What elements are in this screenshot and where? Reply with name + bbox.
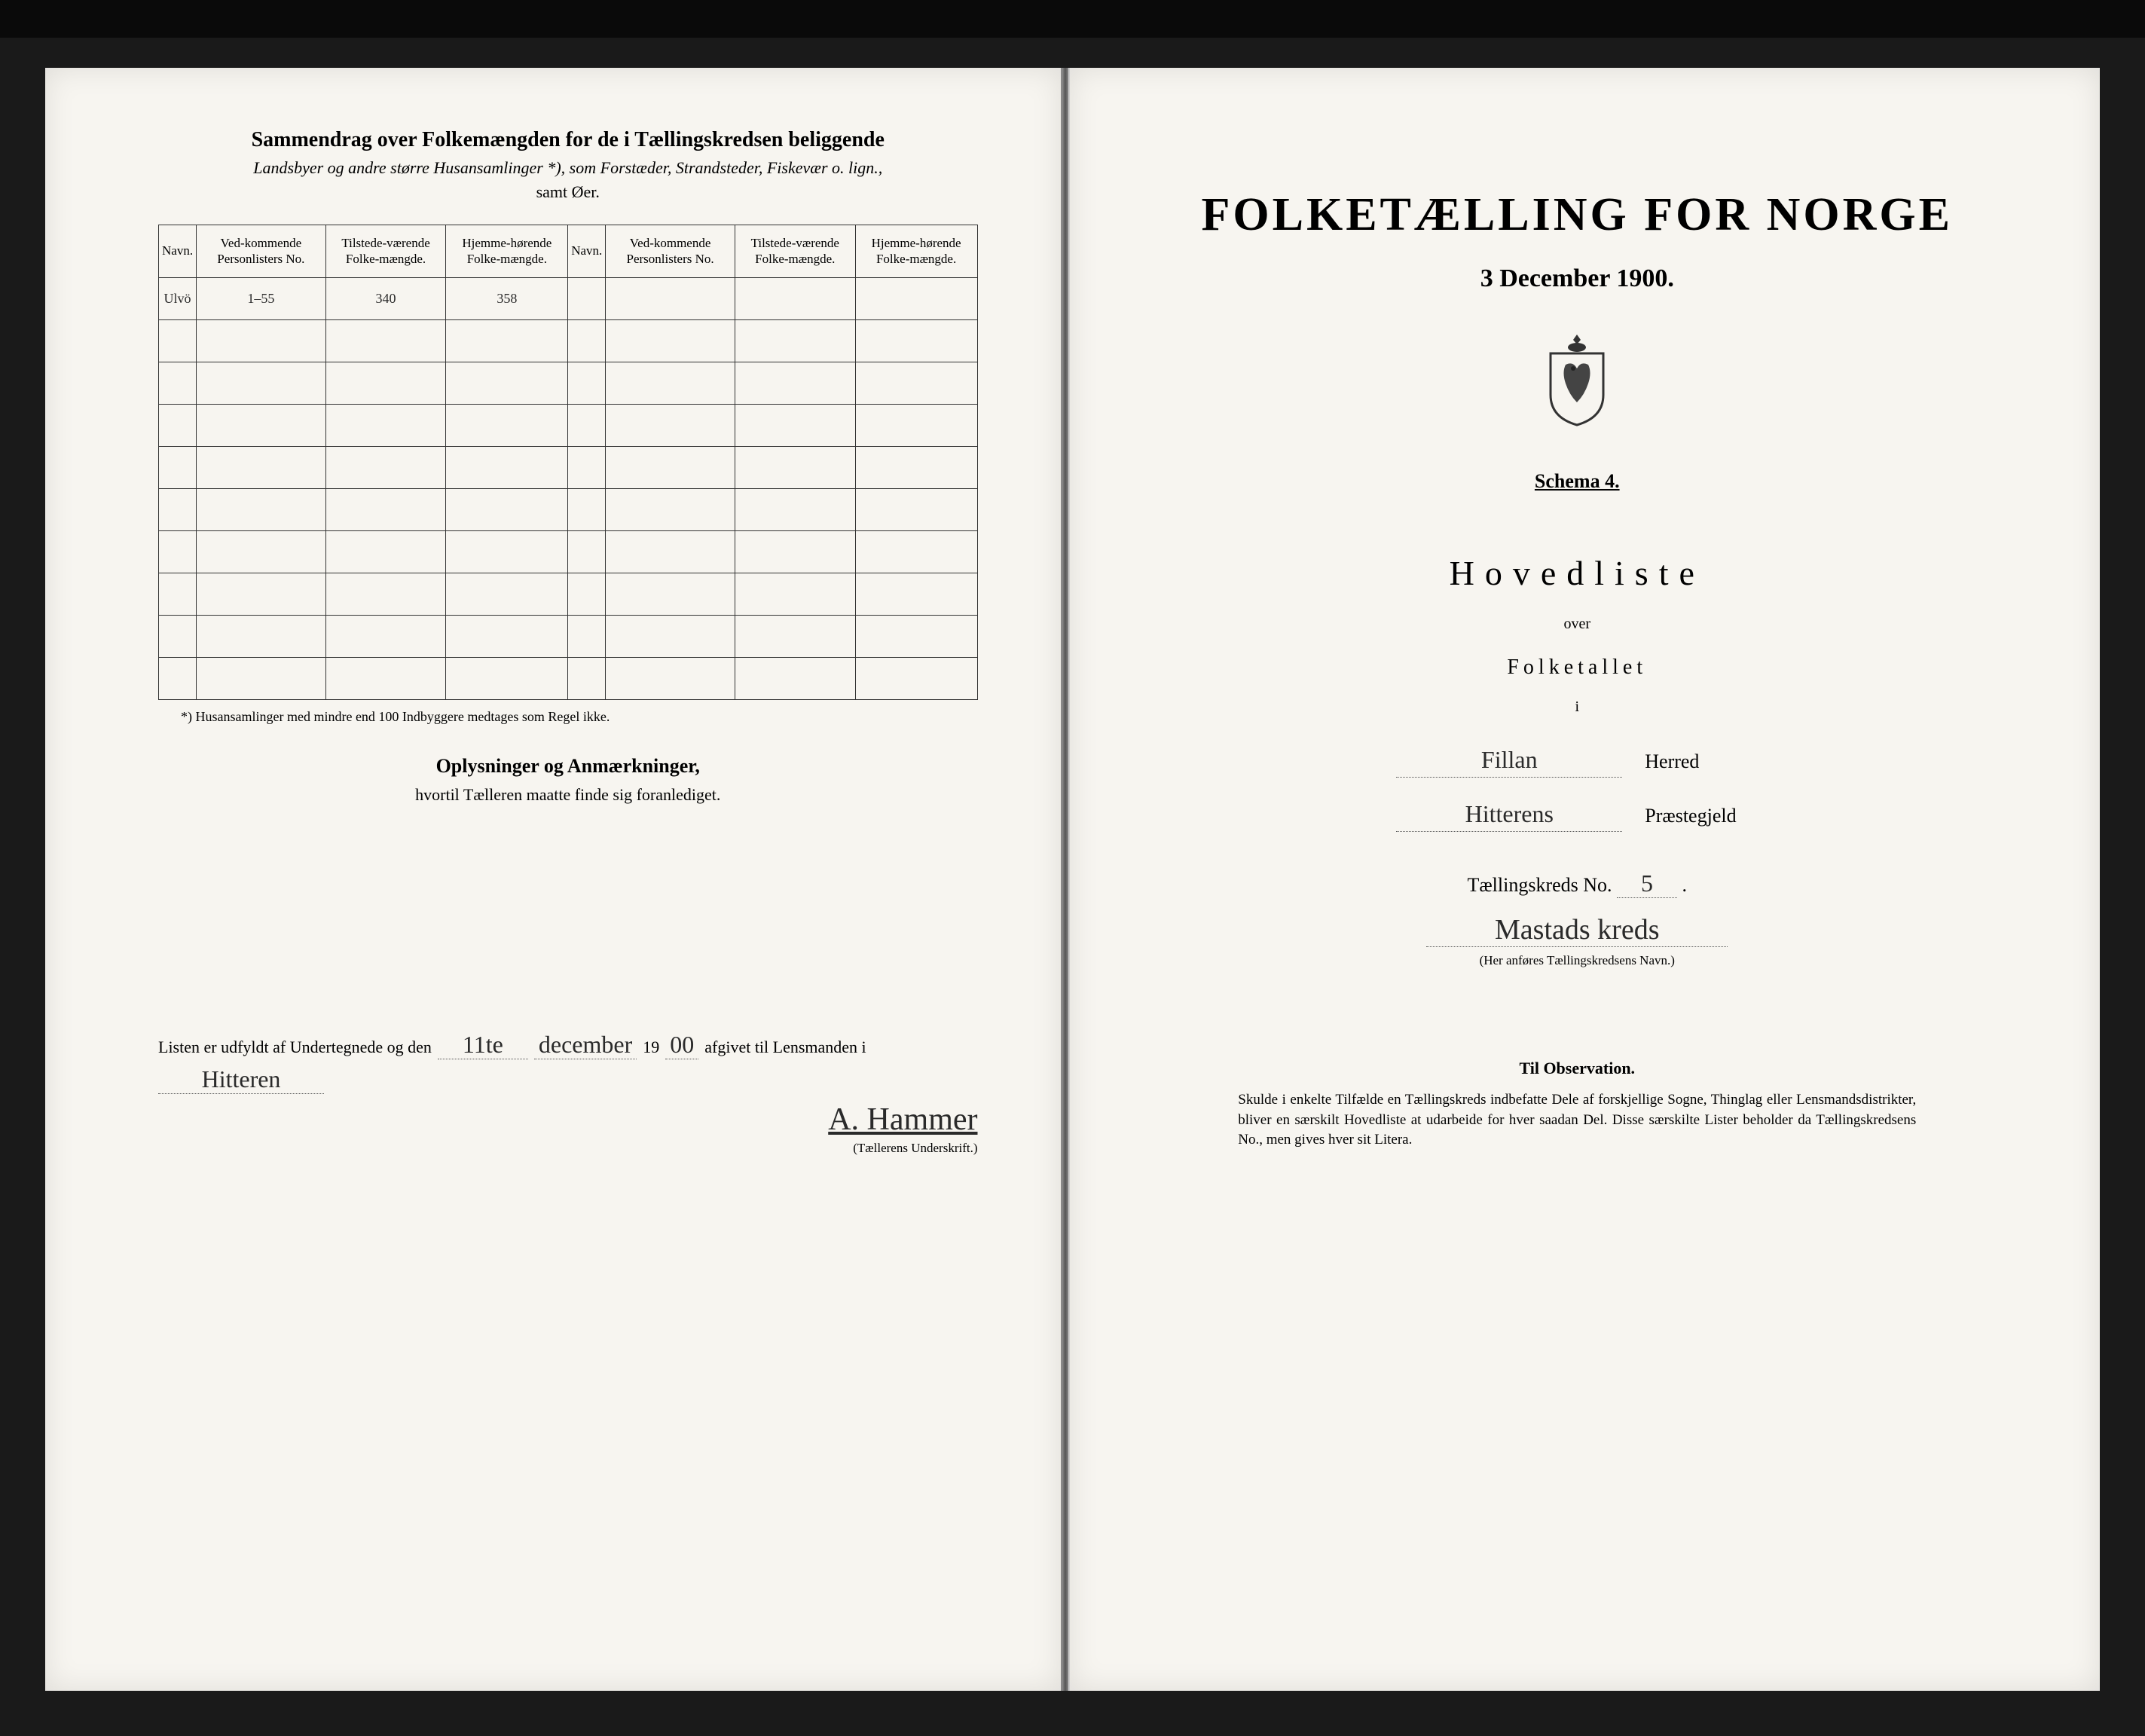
herred-value: Fillan <box>1396 746 1622 778</box>
col-personlister-1: Ved-kommende Personlisters No. <box>197 225 326 278</box>
left-page: Sammendrag over Folkemængden for de i Tæ… <box>45 68 1062 1691</box>
col-tilstede-2: Tilstede-værende Folke-mængde. <box>735 225 855 278</box>
i-label: i <box>1168 698 1988 716</box>
over-label: over <box>1168 616 1988 633</box>
cell-empty <box>606 278 735 320</box>
remarks-subtitle: hvortil Tælleren maatte finde sig foranl… <box>158 785 978 805</box>
col-hjemme-2: Hjemme-hørende Folke-mængde. <box>855 225 977 278</box>
observation-text: Skulde i enkelte Tilfælde en Tællingskre… <box>1238 1090 1916 1151</box>
table-row <box>159 573 978 616</box>
title-page-content: FOLKETÆLLING FOR NORGE 3 December 1900. … <box>1168 188 1988 1151</box>
herred-label: Herred <box>1645 750 1758 773</box>
table-footnote: *) Husansamlinger med mindre end 100 Ind… <box>181 709 978 725</box>
completion-prefix: Listen er udfyldt af Undertegnede og den <box>158 1038 432 1057</box>
left-subtitle: Landsbyer og andre større Husansamlinger… <box>158 158 978 178</box>
completion-statement: Listen er udfyldt af Undertegnede og den… <box>158 1031 978 1094</box>
remarks-title: Oplysninger og Anmærkninger, <box>158 755 978 778</box>
completion-place: Hitteren <box>158 1065 324 1094</box>
completion-day: 11te <box>438 1031 528 1059</box>
kreds-caption: (Her anføres Tællingskredsens Navn.) <box>1168 953 1988 968</box>
praestegjeld-row: Hitterens Præstegjeld <box>1168 800 1988 832</box>
table-header-row: Navn. Ved-kommende Personlisters No. Til… <box>159 225 978 278</box>
completion-year: 00 <box>665 1031 698 1059</box>
census-main-title: FOLKETÆLLING FOR NORGE <box>1168 188 1988 242</box>
cell-resident: 358 <box>446 278 568 320</box>
film-top-bar <box>0 0 2145 38</box>
census-date: 3 December 1900. <box>1168 264 1988 293</box>
col-personlister-2: Ved-kommende Personlisters No. <box>606 225 735 278</box>
table-row <box>159 320 978 362</box>
left-title: Sammendrag over Folkemængden for de i Tæ… <box>158 128 978 152</box>
schema-label: Schema 4. <box>1168 470 1988 493</box>
cell-empty <box>855 278 977 320</box>
cell-present: 340 <box>325 278 446 320</box>
kreds-number-line: Tællingskreds No. 5 . <box>1168 870 1988 898</box>
completion-midtext: afgivet til Lensmanden i <box>704 1038 866 1057</box>
table-body: Ulvö 1–55 340 358 <box>159 278 978 700</box>
praestegjeld-value: Hitterens <box>1396 800 1622 832</box>
left-subtitle2: samt Øer. <box>158 182 978 202</box>
signature-caption: (Tællerens Underskrift.) <box>158 1141 978 1156</box>
completion-year-prefix: 19 <box>643 1038 659 1057</box>
cell-empty <box>735 278 855 320</box>
table-row <box>159 362 978 405</box>
col-navn-1: Navn. <box>159 225 197 278</box>
kreds-number: 5 <box>1617 870 1677 898</box>
coat-of-arms-icon <box>1539 331 1615 429</box>
completion-month: december <box>534 1031 637 1059</box>
cell-name: Ulvö <box>159 278 197 320</box>
table-row <box>159 531 978 573</box>
kreds-name: Mastads kreds <box>1426 913 1728 947</box>
scanner-frame: Sammendrag over Folkemængden for de i Tæ… <box>0 0 2145 1736</box>
kreds-label: Tællingskreds No. <box>1467 874 1612 896</box>
table-row: Ulvö 1–55 340 358 <box>159 278 978 320</box>
signature-block: A. Hammer (Tællerens Underskrift.) <box>158 1102 978 1156</box>
book-gutter <box>1062 68 1068 1691</box>
praestegjeld-label: Præstegjeld <box>1645 805 1758 827</box>
folketallet-label: Folketallet <box>1168 656 1988 680</box>
herred-row: Fillan Herred <box>1168 746 1988 778</box>
table-row <box>159 489 978 531</box>
table-row <box>159 447 978 489</box>
table-row <box>159 658 978 700</box>
hovedliste-heading: Hovedliste <box>1168 553 1988 593</box>
cell-empty <box>568 278 606 320</box>
census-summary-table: Navn. Ved-kommende Personlisters No. Til… <box>158 225 978 700</box>
table-row <box>159 616 978 658</box>
right-page: FOLKETÆLLING FOR NORGE 3 December 1900. … <box>1068 68 2101 1691</box>
col-hjemme-1: Hjemme-hørende Folke-mængde. <box>446 225 568 278</box>
col-tilstede-1: Tilstede-værende Folke-mængde. <box>325 225 446 278</box>
observation-title: Til Observation. <box>1168 1059 1988 1078</box>
book-spread: Sammendrag over Folkemængden for de i Tæ… <box>45 68 2100 1691</box>
col-navn-2: Navn. <box>568 225 606 278</box>
cell-lists: 1–55 <box>197 278 326 320</box>
signature: A. Hammer <box>158 1102 978 1138</box>
table-row <box>159 405 978 447</box>
